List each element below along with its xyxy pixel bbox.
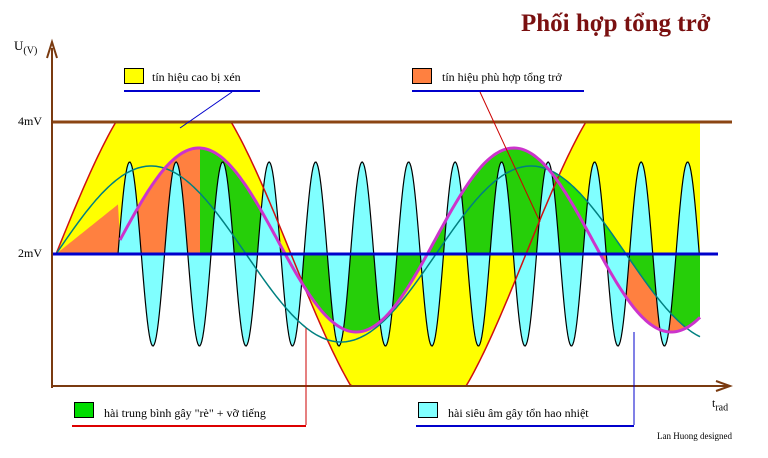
ultrasonic-lobe [442, 161, 468, 255]
ultrasonic-lobe [349, 161, 375, 255]
y-axis-arrow [46, 38, 58, 59]
credit-text: Lan Huong designed [657, 431, 732, 441]
ultrasonic-lobe [233, 253, 259, 347]
legend-swatch-mid-harmonic [74, 402, 94, 418]
magenta-wave-line [118, 146, 702, 334]
ultrasonic-lobe [163, 161, 189, 255]
ultrasonic-lobe [419, 253, 445, 347]
tick-2mv: 2mV [18, 246, 42, 260]
legend-swatch-matched [412, 68, 432, 84]
x-axis-label: trad [712, 396, 729, 414]
ultrasonic-lobe [187, 253, 212, 347]
ultrasonic-lobe [535, 161, 561, 255]
legend-underline-mid-harmonic [72, 425, 306, 427]
legend-underline-clipped [124, 90, 260, 92]
ultrasonic-lobe [652, 253, 677, 347]
y-axis-label: U(V) [14, 38, 38, 57]
legend-label-matched: tín hiệu phù hợp tổng trở [442, 70, 562, 84]
ultrasonic-lobe [303, 161, 328, 255]
legend-underline-matched [412, 90, 584, 92]
legend-swatch-ultrasonic [418, 402, 438, 418]
legend-label-clipped: tín hiệu cao bị xén [152, 70, 241, 84]
ultrasonic-lobe [140, 253, 166, 347]
ultrasonic-lobe [605, 253, 631, 347]
legend-swatch-clipped [124, 68, 144, 84]
pointer-matched [479, 91, 541, 223]
ultrasonic-lobe [466, 253, 491, 347]
ultrasonic-lobe [675, 161, 700, 255]
ultrasonic-lobe [559, 253, 584, 347]
ultrasonic-lobe [628, 161, 654, 255]
x-axis-arrow [715, 380, 733, 392]
ultrasonic-lobe [373, 253, 398, 347]
legend-underline-ultrasonic [416, 425, 634, 427]
tick-4mv: 4mV [18, 114, 42, 128]
ultrasonic-lobe [396, 161, 421, 255]
ultrasonic-lobe [210, 161, 235, 255]
pointer-clipped [179, 91, 233, 129]
legend-label-mid-harmonic: hài trung bình gây "rè" + vỡ tiếng [104, 406, 266, 420]
ultrasonic-lobe [489, 161, 514, 255]
ultrasonic-lobe [512, 253, 538, 347]
page-title: Phối hợp tổng trở [521, 10, 711, 37]
ultrasonic-lobe [326, 253, 352, 347]
legend-label-ultrasonic: hài siêu âm gây tổn hao nhiệt [448, 406, 589, 420]
